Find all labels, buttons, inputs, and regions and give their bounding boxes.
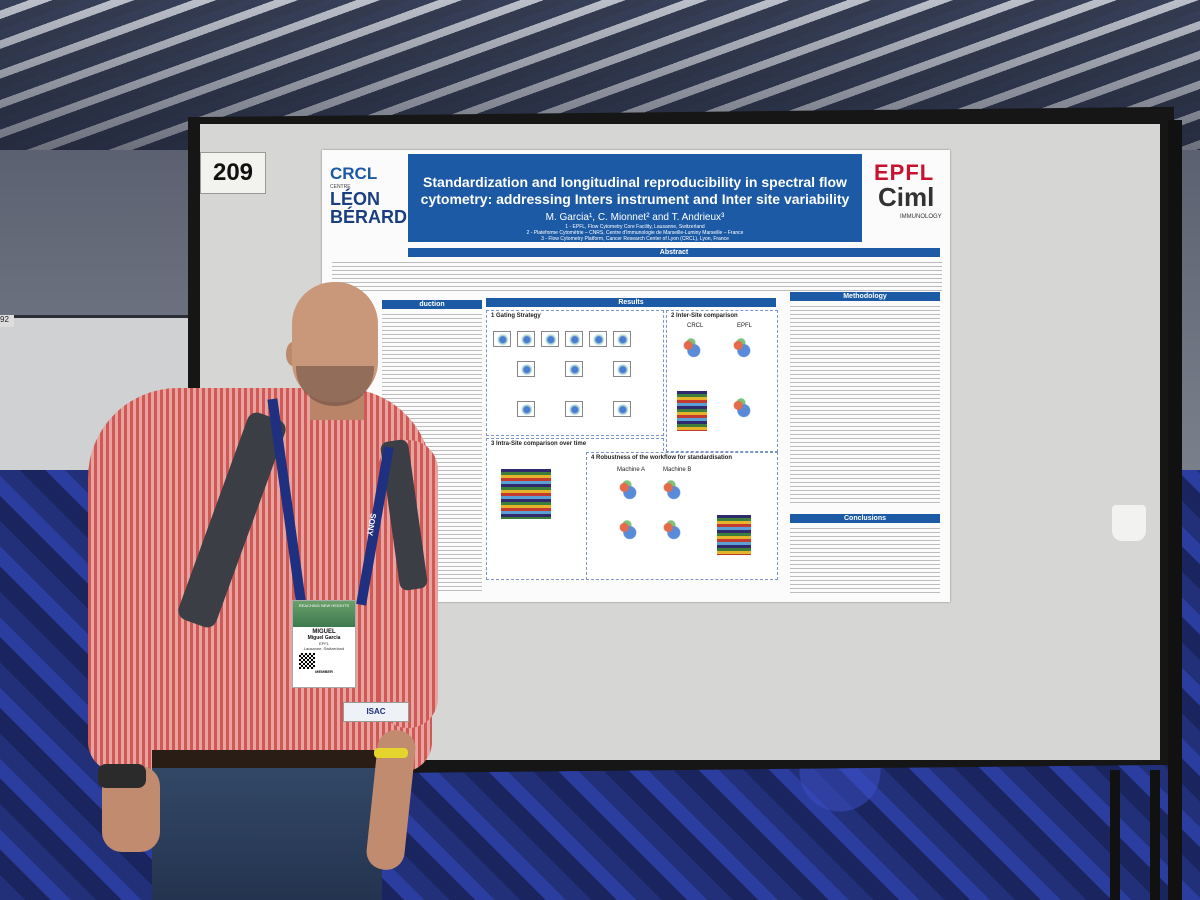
abstract-text (332, 262, 942, 292)
umap-plot (613, 517, 641, 543)
paper-cup (1112, 505, 1146, 541)
leon-text: LÉON (330, 189, 381, 209)
introduction-header: duction (382, 300, 482, 309)
ciml-logo: Ciml (878, 182, 935, 212)
head (292, 282, 378, 402)
intersite-panel: 2 Inter-Site comparison CRCL EPFL (666, 310, 778, 452)
umap-plot (657, 477, 685, 503)
methodology-text (790, 306, 940, 506)
gating-plot (613, 361, 631, 377)
belt (152, 750, 382, 768)
gating-plot (517, 401, 535, 417)
badge-role: MEMBER (315, 669, 333, 674)
badge-org: EPFL (318, 641, 329, 646)
name-badge: REACHING NEW HEIGHTS MIGUEL Miguel Garci… (292, 600, 356, 688)
abstract-header: Abstract (408, 248, 940, 257)
affiliation-3: 3 - Flow Cytometry Platform, Cancer Rese… (541, 236, 729, 242)
poster-title: Standardization and longitudinal reprodu… (420, 174, 850, 207)
stacked-bar (717, 515, 751, 555)
board-leg (1110, 770, 1120, 900)
gating-plot (541, 331, 559, 347)
intrasite-label: 3 Intra-Site comparison over time (491, 441, 587, 447)
badge-location: Lausanne, Switzerland (303, 646, 345, 651)
robustness-label: 4 Robustness of the workflow for standar… (591, 455, 733, 461)
poster-authors: M. Garcia¹, C. Mionnet² and T. Andrieux³ (545, 212, 725, 223)
board-leg (1150, 770, 1160, 900)
intersite-label: 2 Inter-Site comparison (671, 313, 738, 319)
watch-icon (98, 764, 146, 788)
board-side-post (1168, 120, 1182, 900)
conclusions-header: Conclusions (790, 514, 940, 523)
umap-plot (657, 517, 685, 543)
berard-text: BÉRARD (330, 207, 408, 227)
robustness-header-b: Machine B (663, 467, 692, 473)
intersite-header-epfl: EPFL (737, 323, 753, 329)
badge-full-name: Miguel Garcia (307, 635, 341, 641)
board-number: 209 (200, 152, 266, 194)
badge-clip: ISAC (343, 702, 409, 722)
qr-code-icon (299, 653, 315, 669)
intersite-header-crcl: CRCL (687, 323, 704, 329)
crcl-text: CRCL (330, 164, 378, 183)
umap-plot (727, 335, 755, 361)
gating-plot (517, 331, 535, 347)
umap-plot (677, 335, 705, 361)
crcl-logo: CRCL CENTRE LÉON BÉRARD (330, 164, 408, 244)
affiliation-2: 2 - Plateforme Cytométrie – CNRS, Centre… (526, 230, 744, 236)
badge-banner: REACHING NEW HEIGHTS (293, 601, 355, 627)
stacked-bar (677, 391, 707, 431)
gating-plot (517, 361, 535, 377)
ciml-subtitle: IMMUNOLOGY (900, 214, 942, 220)
wristband (374, 748, 408, 758)
badge-first-name: MIGUEL (312, 629, 336, 635)
robustness-panel: 4 Robustness of the workflow for standar… (586, 452, 778, 580)
gating-plot (565, 331, 583, 347)
gating-plot (493, 331, 511, 347)
jeans (152, 750, 382, 900)
gating-plot (565, 361, 583, 377)
gating-panel: 1 Gating Strategy (486, 310, 664, 436)
presenter-person: SONY REACHING NEW HEIGHTS MIGUEL Miguel … (60, 270, 460, 900)
stacked-bar (501, 469, 551, 519)
gating-plot (613, 331, 631, 347)
epfl-logo: EPFL (874, 160, 935, 185)
affiliation-1: 1 - EPFL, Flow Cytometry Core Facility, … (565, 224, 705, 230)
centre-text: CENTRE (330, 184, 351, 190)
methodology-header: Methodology (790, 292, 940, 301)
left-board-number: 92 (0, 315, 14, 327)
robustness-header-a: Machine A (617, 467, 646, 473)
results-header: Results (486, 298, 776, 307)
umap-plot (727, 395, 755, 421)
gating-plot (565, 401, 583, 417)
gating-label: 1 Gating Strategy (491, 313, 541, 319)
gating-plot (589, 331, 607, 347)
conclusions-text (790, 528, 940, 594)
poster-affiliations: 1 - EPFL, Flow Cytometry Core Facility, … (418, 224, 852, 242)
umap-plot (613, 477, 641, 503)
poster-title-bar: Standardization and longitudinal reprodu… (408, 154, 862, 242)
gating-plot (613, 401, 631, 417)
